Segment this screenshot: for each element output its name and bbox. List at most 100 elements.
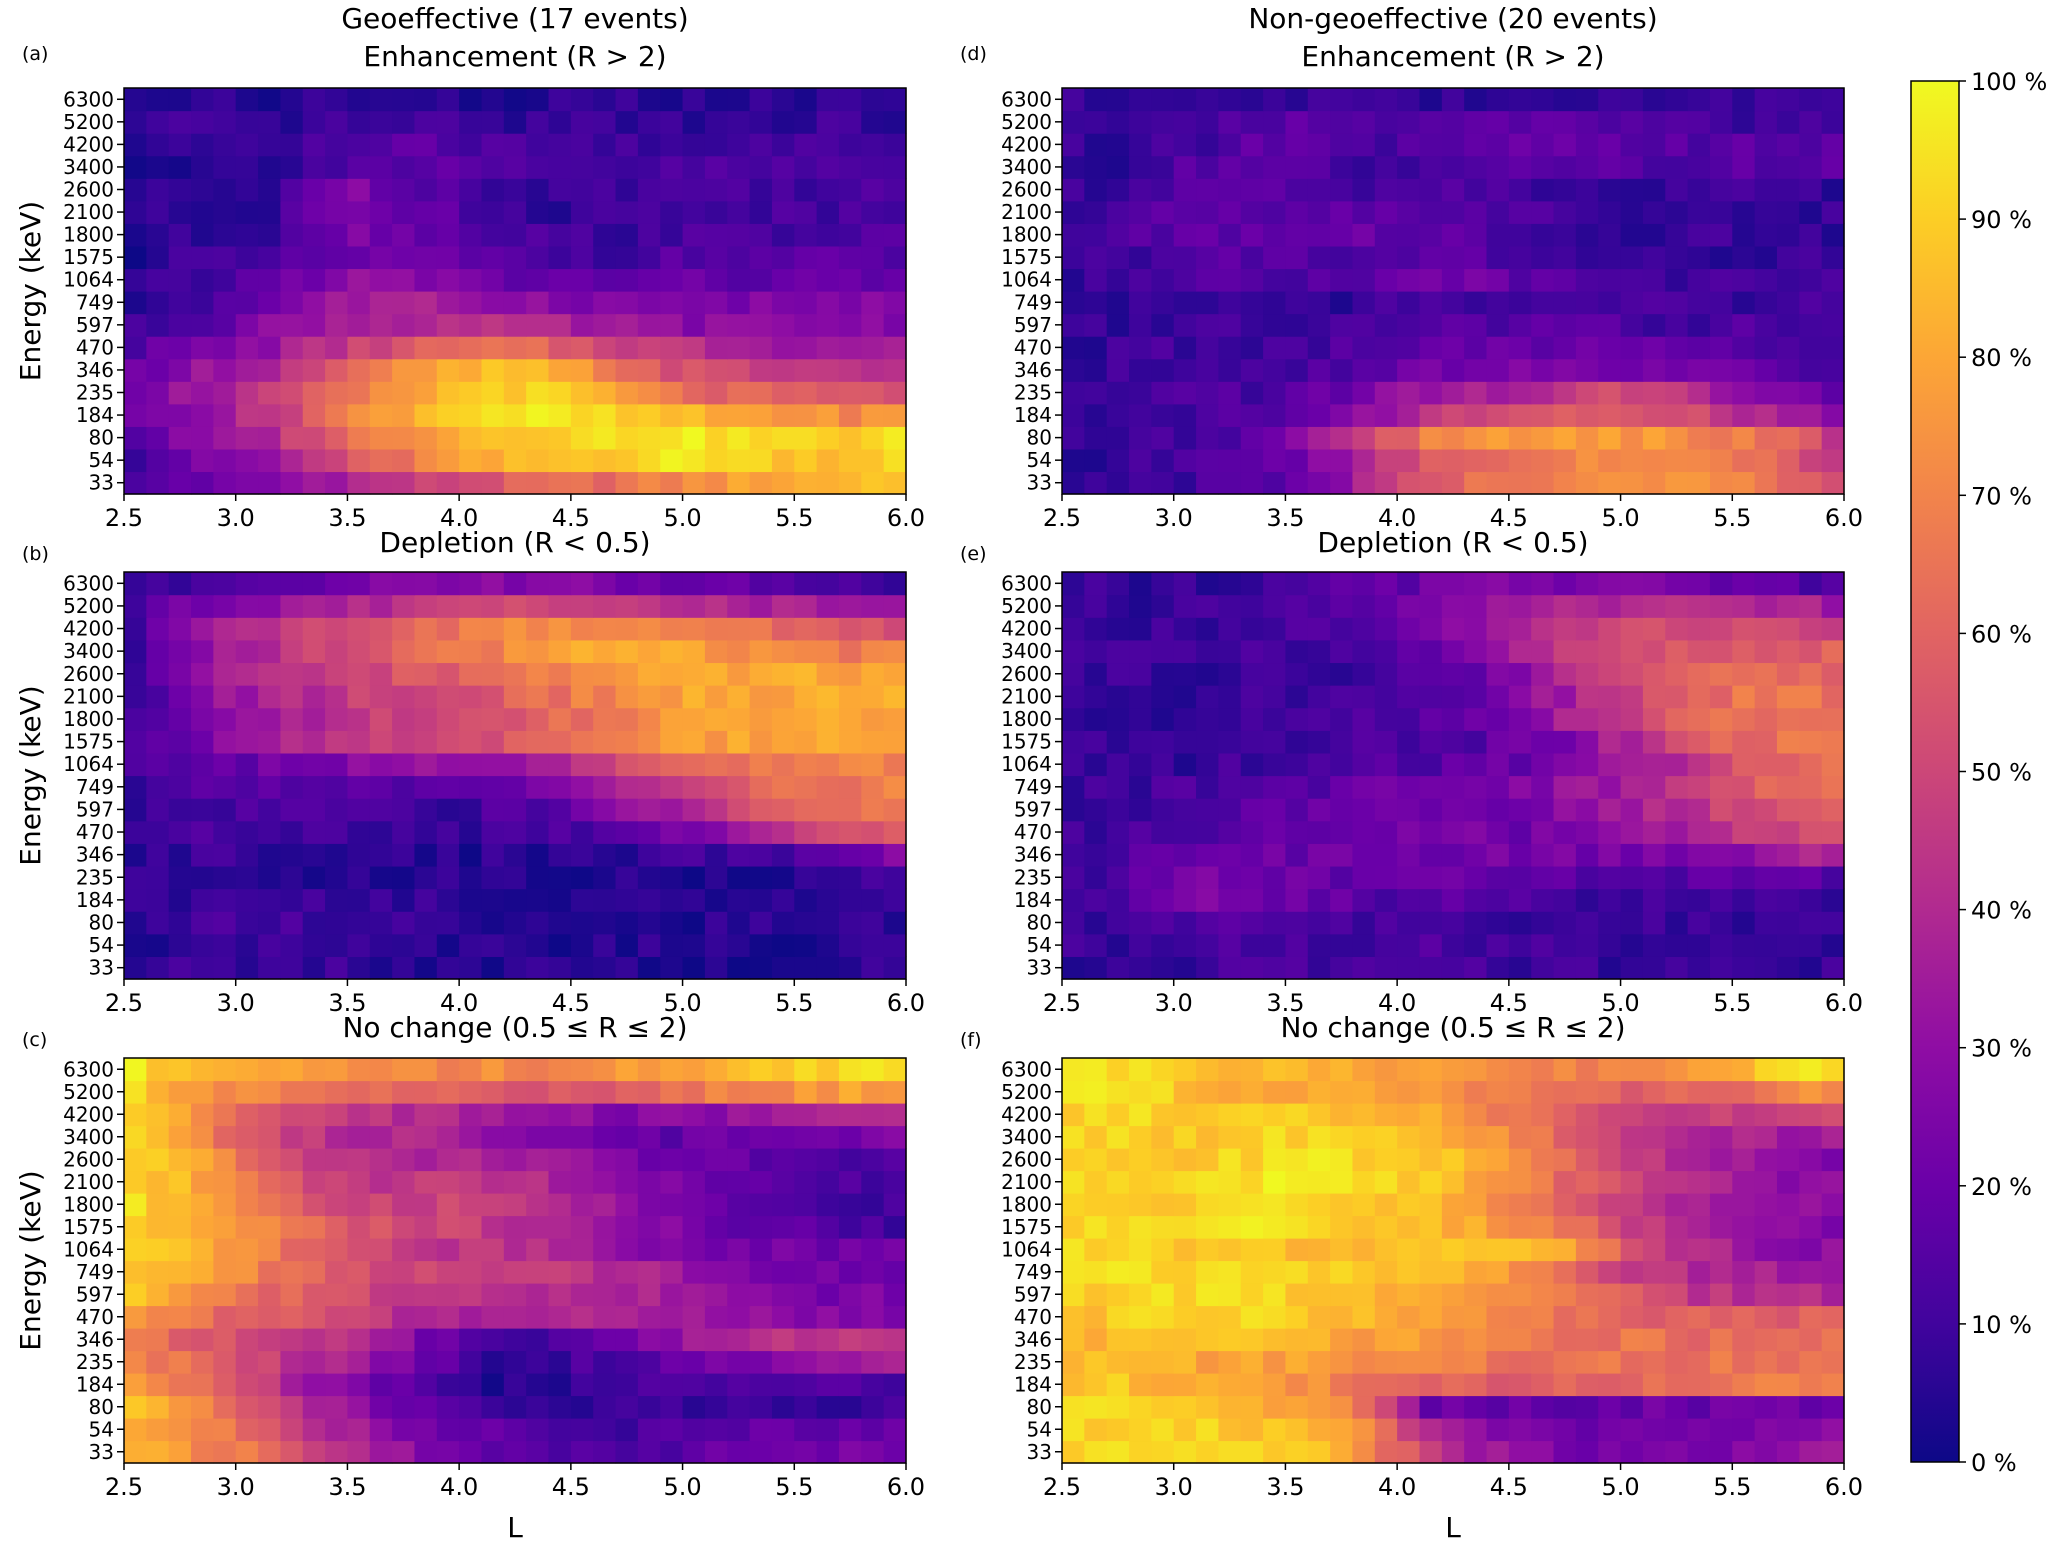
heatmap-cell [1709, 178, 1733, 202]
heatmap-cell [1129, 707, 1152, 731]
heatmap-cell [213, 223, 237, 247]
heatmap-cell [1799, 471, 1823, 495]
heatmap-cell [1196, 843, 1219, 867]
heatmap-cell [1419, 730, 1443, 754]
heatmap-cell [660, 471, 684, 495]
heatmap-cell [213, 1148, 237, 1172]
heatmap-cell [436, 888, 460, 912]
heatmap-cell [1464, 88, 1488, 112]
panel-letter: (d) [960, 43, 987, 65]
heatmap-cell [1397, 865, 1421, 890]
heatmap-cell [369, 1148, 393, 1172]
heatmap-cell [1151, 1193, 1175, 1217]
heatmap-cell [1598, 1418, 1622, 1442]
heatmap-cell [347, 426, 371, 450]
heatmap-cell [168, 200, 192, 224]
heatmap-cell [1419, 1395, 1443, 1419]
heatmap-cell [1598, 448, 1622, 473]
heatmap-cell [749, 1058, 773, 1082]
heatmap-cell [1062, 88, 1085, 112]
heatmap-cell [861, 245, 885, 270]
heatmap-cell [1508, 1193, 1532, 1217]
heatmap-cell [570, 268, 594, 292]
heatmap-cell [1665, 1215, 1689, 1239]
heatmap-cell [1508, 843, 1532, 867]
heatmap-cell [1285, 1395, 1309, 1419]
heatmap-cell [727, 1328, 751, 1352]
heatmap-cell [1129, 1238, 1152, 1262]
heatmap-cell [570, 1193, 594, 1217]
heatmap-cell [883, 268, 907, 292]
heatmap-cell [347, 448, 371, 473]
heatmap-cell [325, 268, 349, 292]
heatmap-cell [1263, 888, 1287, 912]
heatmap-cell [1642, 1305, 1666, 1329]
heatmap-cell [593, 1305, 617, 1329]
heatmap-cell [414, 200, 438, 224]
heatmap-cell [1263, 707, 1287, 731]
heatmap-cell [280, 110, 304, 134]
heatmap-cell [1531, 639, 1555, 664]
heatmap-cell [369, 685, 393, 709]
heatmap-cell [816, 155, 840, 179]
heatmap-cell [1374, 1350, 1398, 1374]
heatmap-cell [883, 1170, 907, 1194]
heatmap-cell [1106, 336, 1130, 360]
heatmap-cell [1687, 911, 1711, 935]
heatmap-cell [213, 178, 237, 202]
y-tick-label: 1800 [63, 1192, 114, 1216]
heatmap-cell [727, 865, 751, 890]
heatmap-cell [660, 403, 684, 427]
panel-title: Geoeffective (17 events) [341, 2, 688, 35]
heatmap-cell [1307, 888, 1331, 912]
heatmap-cell [414, 426, 438, 450]
heatmap-cell [883, 448, 907, 473]
plot-frame [1061, 1057, 1845, 1464]
heatmap-cell [1732, 572, 1756, 596]
heatmap-cell [682, 1080, 706, 1104]
heatmap-cell [1285, 1103, 1309, 1127]
heatmap-cell [1776, 358, 1800, 382]
heatmap-cell [816, 110, 840, 134]
heatmap-cell [548, 775, 572, 799]
heatmap-cell [749, 1215, 773, 1239]
heatmap-cell [1151, 471, 1175, 495]
heatmap-cell [414, 775, 438, 799]
heatmap-cell [637, 662, 661, 686]
y-tick-label: 2600 [1001, 1147, 1052, 1171]
heatmap-cell [1173, 381, 1197, 405]
heatmap-cell [1754, 843, 1778, 867]
heatmap-cell [347, 88, 371, 112]
y-tick-label: 80 [89, 1395, 114, 1419]
heatmap-cell [168, 1328, 192, 1352]
heatmap-cell [861, 178, 885, 202]
heatmap-cell [414, 1395, 438, 1419]
heatmap-cell [838, 1193, 862, 1217]
heatmap-cell [1732, 1418, 1756, 1442]
heatmap-cell [1799, 594, 1823, 618]
heatmap-cell [682, 1328, 706, 1352]
heatmap-cell [1419, 1125, 1443, 1149]
heatmap-cell [369, 707, 393, 731]
heatmap-cell [771, 110, 795, 134]
heatmap-cell [1285, 448, 1309, 473]
heatmap-cell [1129, 403, 1152, 427]
heatmap-cell [660, 448, 684, 473]
heatmap-cell [146, 1440, 170, 1464]
heatmap-cell [1642, 662, 1666, 686]
heatmap-cell [1352, 888, 1376, 912]
heatmap-cell [258, 110, 281, 134]
heatmap-cell [1508, 1103, 1532, 1127]
heatmap-cell [213, 865, 237, 890]
heatmap-cell [548, 313, 572, 337]
heatmap-cell [392, 223, 416, 247]
heatmap-cell [1374, 572, 1398, 596]
heatmap-cell [861, 1215, 885, 1239]
heatmap-cell [1240, 448, 1264, 473]
y-tick-label: 6300 [63, 571, 114, 595]
heatmap-cell [1106, 110, 1130, 134]
heatmap-cell [1062, 336, 1085, 360]
heatmap-cell [794, 1373, 818, 1397]
heatmap-cell [459, 617, 483, 641]
heatmap-cell [1486, 865, 1510, 890]
